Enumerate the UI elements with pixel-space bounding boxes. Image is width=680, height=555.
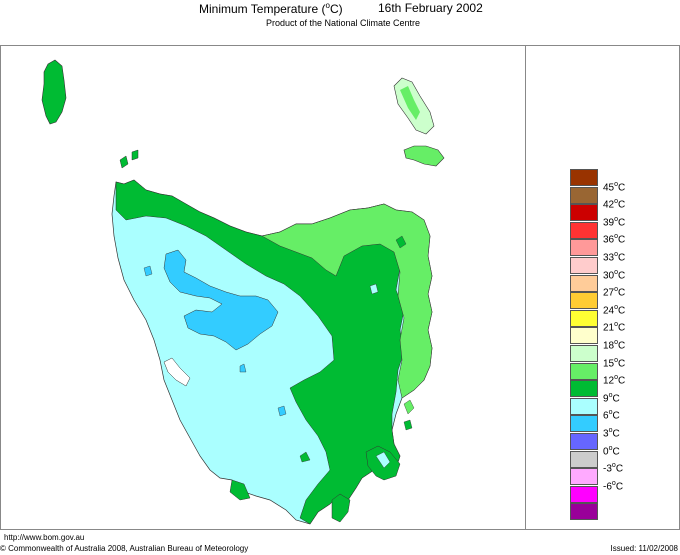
legend-swatch — [570, 345, 598, 362]
legend-swatch — [570, 292, 598, 310]
legend-swatch — [570, 503, 598, 521]
legend-swatch — [570, 169, 598, 186]
legend-swatch — [570, 450, 598, 468]
legend-label: 33oC — [603, 251, 626, 264]
legend-label: 24oC — [603, 303, 626, 317]
legend-swatch — [570, 274, 598, 292]
legend-swatch — [570, 433, 598, 450]
legend-swatch — [570, 380, 598, 398]
legend-label: 12oC — [603, 374, 626, 387]
legend-swatch — [570, 239, 598, 257]
zone-6-9 — [163, 249, 279, 351]
legend-label: 18oC — [603, 339, 626, 352]
legend-label: 36oC — [603, 233, 626, 246]
legend-swatch — [570, 327, 598, 345]
map-subtitle: Product of the National Climate Centre — [265, 18, 421, 28]
legend-swatch — [570, 186, 598, 204]
legend-swatch — [570, 204, 598, 222]
legend-swatch — [570, 397, 598, 415]
legend-label: 45oC — [603, 180, 626, 193]
king-island — [41, 59, 67, 125]
legend-label: 21oC — [603, 321, 626, 334]
map-title: Minimum Temperature (oC) 16th February 2… — [0, 0, 680, 18]
legend-swatch — [570, 257, 598, 274]
legend-swatch — [570, 362, 598, 380]
map-panel — [0, 45, 526, 530]
issued-date: Issued: 11/02/2008 — [610, 544, 678, 553]
legend-label: -3oC — [603, 462, 624, 475]
legend-label: 39oC — [603, 215, 626, 229]
zone-15-18 — [261, 203, 433, 399]
parameter-title: Minimum Temperature (oC) — [199, 1, 343, 16]
legend-swatch — [570, 468, 598, 486]
legend-label: 3oC — [603, 427, 620, 440]
legend-swatch — [570, 485, 598, 503]
legend-swatch — [570, 221, 598, 239]
legend-label: 0oC — [603, 444, 620, 457]
legend-label: 6oC — [603, 409, 620, 422]
legend-swatch — [570, 309, 598, 327]
legend-swatch — [570, 415, 598, 433]
source-url: http://www.bom.gov.au — [4, 533, 85, 542]
legend-label: -6oC — [603, 479, 624, 493]
map-date: 16th February 2002 — [378, 1, 483, 15]
legend-label: 42oC — [603, 198, 626, 211]
legend-label: 30oC — [603, 268, 626, 281]
copyright-notice: © Commonwealth of Australia 2008, Austra… — [0, 544, 249, 553]
legend-label: 15oC — [603, 356, 626, 369]
legend-label: 27oC — [603, 286, 626, 299]
cape-barren-island — [403, 145, 445, 167]
legend-label: 9oC — [603, 391, 620, 405]
bruny-island — [331, 493, 351, 523]
